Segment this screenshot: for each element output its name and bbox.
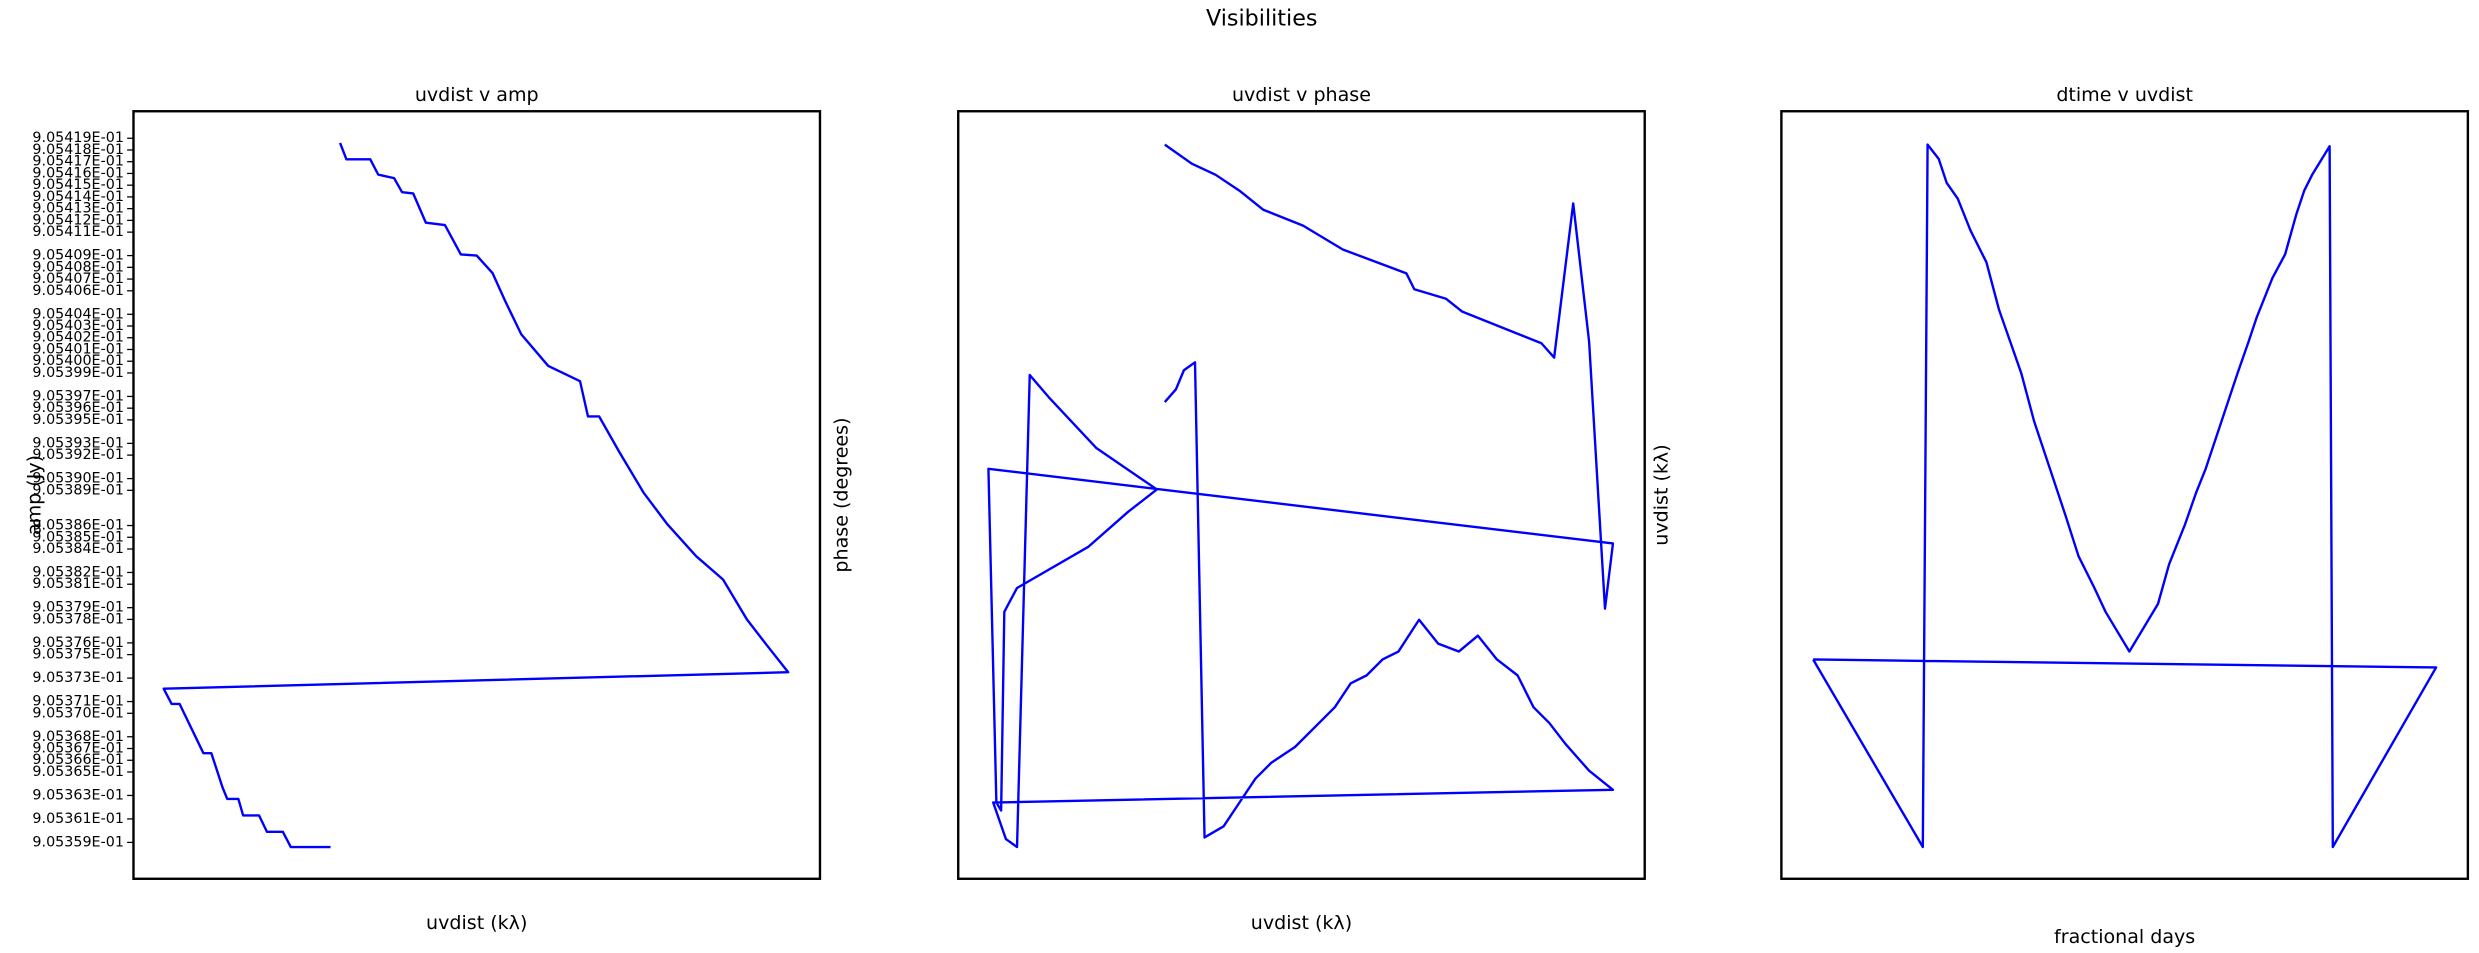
subplot-title: dtime v uvdist <box>2056 84 2193 106</box>
y-tick-label: 9.05373E-01 <box>32 670 124 686</box>
y-tick-label: 9.05371E-01 <box>32 694 124 710</box>
data-line <box>1812 143 2438 849</box>
y-tick-label: 9.05406E-01 <box>32 283 124 299</box>
y-tick-label: 9.05397E-01 <box>32 388 124 404</box>
y-tick-label: 9.05359E-01 <box>32 834 124 850</box>
subplot-title: uvdist v amp <box>415 84 539 106</box>
y-tick-label: 9.05393E-01 <box>32 435 124 451</box>
y-tick-label: 9.05419E-01 <box>32 130 124 146</box>
y-tick-label: 9.05368E-01 <box>32 729 124 745</box>
axes-frame <box>957 110 1646 880</box>
y-tick-label: 9.05376E-01 <box>32 635 124 651</box>
x-axis-label: uvdist (kλ) <box>1251 912 1352 934</box>
y-axis-label: uvdist (kλ) <box>1651 444 1673 545</box>
y-axis-label: phase (degrees) <box>831 417 853 572</box>
y-tick-label: 9.05400E-01 <box>32 353 124 369</box>
y-tick-label: 9.05384E-01 <box>32 541 124 557</box>
y-tick-label: 9.05418E-01 <box>32 142 124 158</box>
y-tick-label: 9.05367E-01 <box>32 741 124 757</box>
y-tick-label: 9.05390E-01 <box>32 471 124 487</box>
x-axis-label: uvdist (kλ) <box>426 912 527 934</box>
y-tick-label: 9.05365E-01 <box>32 764 124 780</box>
subplot-title: uvdist v phase <box>1232 84 1371 106</box>
y-tick-label: 9.05408E-01 <box>32 259 124 275</box>
y-tick-label: 9.05416E-01 <box>32 165 124 181</box>
y-tick-label: 9.05411E-01 <box>32 224 124 240</box>
y-tick-label: 9.05407E-01 <box>32 271 124 287</box>
y-tick-label: 9.05412E-01 <box>32 212 124 228</box>
y-tick-label: 9.05382E-01 <box>32 564 124 580</box>
y-tick-label: 9.05378E-01 <box>32 611 124 627</box>
y-tick-label: 9.05379E-01 <box>32 600 124 616</box>
y-axis-label: amp (Jy) <box>23 455 45 535</box>
y-tick-label: 9.05402E-01 <box>32 330 124 346</box>
y-tick-label: 9.05375E-01 <box>32 647 124 663</box>
y-tick-label: 9.05361E-01 <box>32 811 124 827</box>
y-tick-label: 9.05414E-01 <box>32 189 124 205</box>
y-tick-label: 9.05395E-01 <box>32 412 124 428</box>
y-tick-label: 9.05370E-01 <box>32 705 124 721</box>
figure-title: Visibilities <box>1206 6 1317 32</box>
y-tick-label: 9.05389E-01 <box>32 482 124 498</box>
y-tick-label: 9.05386E-01 <box>32 518 124 534</box>
y-tick-label: 9.05404E-01 <box>32 306 124 322</box>
axes-frame <box>132 110 822 880</box>
y-tick-label: 9.05417E-01 <box>32 154 124 170</box>
data-line <box>162 142 790 849</box>
y-tick-label: 9.05363E-01 <box>32 787 124 803</box>
y-tick-label: 9.05399E-01 <box>32 365 124 381</box>
y-tick-label: 9.05413E-01 <box>32 201 124 217</box>
y-tick-label: 9.05409E-01 <box>32 248 124 264</box>
y-tick-label: 9.05401E-01 <box>32 341 124 357</box>
x-axis-label: fractional days <box>2054 926 2195 948</box>
axes-frame <box>1780 110 2470 880</box>
data-line <box>987 143 1615 849</box>
y-tick-label: 9.05396E-01 <box>32 400 124 416</box>
y-tick-label: 9.05381E-01 <box>32 576 124 592</box>
y-tick-label: 9.05366E-01 <box>32 752 124 768</box>
y-tick-label: 9.05403E-01 <box>32 318 124 334</box>
y-tick-label: 9.05385E-01 <box>32 529 124 545</box>
y-tick-label: 9.05415E-01 <box>32 177 124 193</box>
y-tick-label: 9.05392E-01 <box>32 447 124 463</box>
